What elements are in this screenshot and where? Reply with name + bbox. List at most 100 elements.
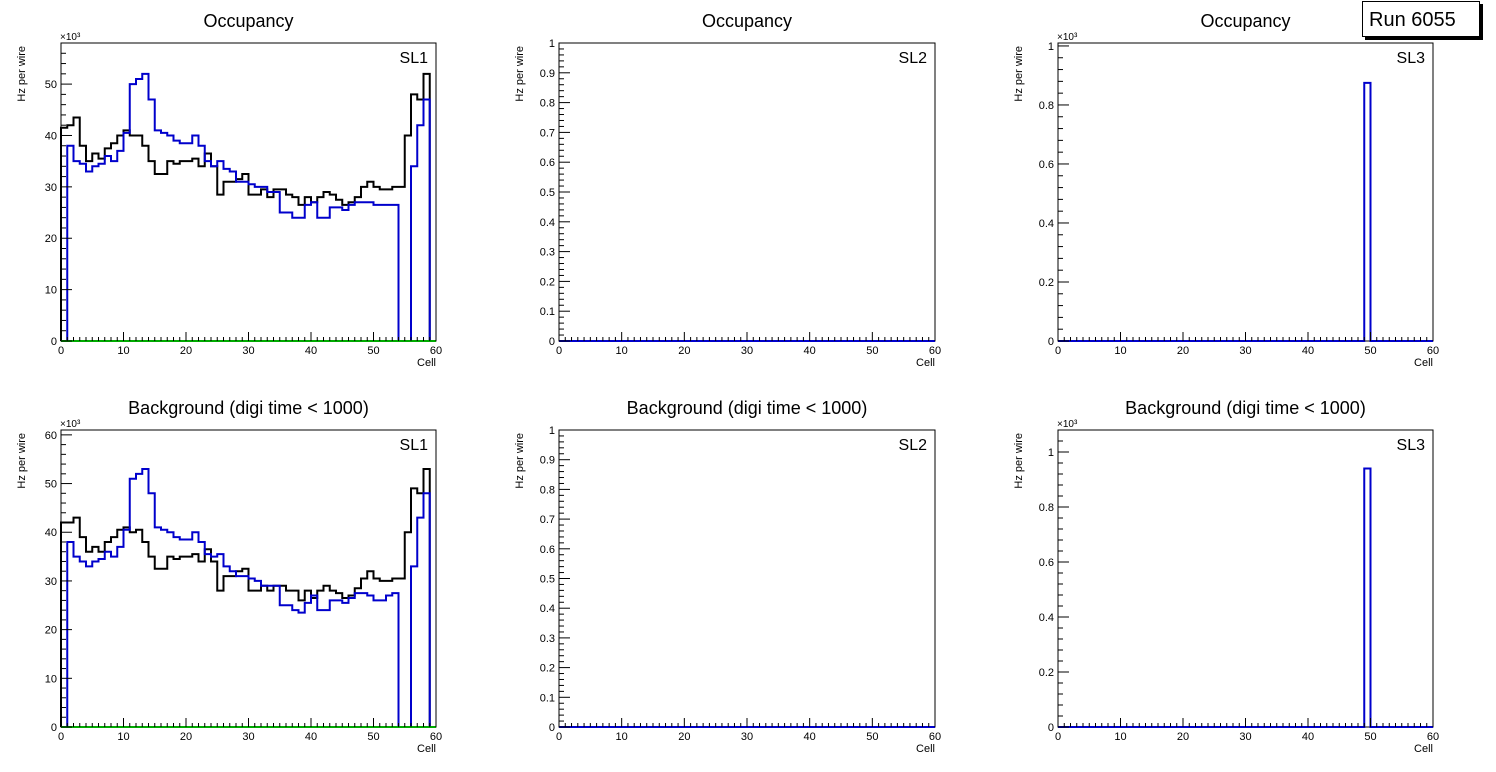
x-axis: 0 10 20 30 40 50 60 <box>556 332 941 357</box>
y-tick-label: 50 <box>45 479 57 491</box>
x-tick-label: 0 <box>1055 345 1061 357</box>
y-tick-label: 40 <box>45 130 57 142</box>
x-tick-label: 10 <box>616 345 628 357</box>
y-tick-label: 60 <box>45 430 57 442</box>
y-axis-label: Hz per wire <box>1013 46 1025 102</box>
panel-title: Occupancy <box>203 11 293 31</box>
series-black-line <box>60 72 436 342</box>
x-tick-label: 30 <box>1239 731 1251 743</box>
y-tick-label: 0.7 <box>540 127 555 139</box>
superlayer-label: SL1 <box>400 437 429 454</box>
x-axis: 0 10 20 30 40 50 60 <box>58 718 442 743</box>
y-tick-label: 0.4 <box>1039 612 1054 624</box>
axis-exponent: ×10³ <box>1057 32 1078 43</box>
x-tick-label: 10 <box>1114 731 1126 743</box>
x-tick-label: 10 <box>616 731 628 743</box>
superlayer-label: SL3 <box>1397 437 1426 454</box>
x-tick-label: 10 <box>117 345 129 357</box>
x-tick-label: 60 <box>1427 345 1439 357</box>
x-tick-label: 0 <box>556 731 562 743</box>
y-tick-label: 20 <box>45 625 57 637</box>
y-tick-label: 0.2 <box>540 663 555 675</box>
y-tick-label: 0.5 <box>540 187 555 199</box>
y-tick-label: 40 <box>45 527 57 539</box>
y-tick-label: 1 <box>549 425 555 437</box>
x-tick-label: 30 <box>242 345 254 357</box>
y-axis: 0 0.1 0.2 0.3 0.4 0.5 0.6 0.7 0.8 0.9 1 <box>540 38 570 348</box>
axis-exponent: ×10³ <box>60 32 81 43</box>
x-tick-label: 20 <box>180 345 192 357</box>
x-tick-label: 20 <box>1177 731 1189 743</box>
x-tick-label: 50 <box>1364 731 1376 743</box>
x-tick-label: 40 <box>1302 731 1314 743</box>
x-tick-label: 60 <box>929 345 941 357</box>
x-tick-label: 50 <box>866 345 878 357</box>
plot-frame <box>558 42 936 342</box>
y-tick-label: 0 <box>51 722 57 734</box>
x-tick-label: 50 <box>367 731 379 743</box>
superlayer-label: SL2 <box>899 50 928 67</box>
x-axis-label: Cell <box>916 743 935 755</box>
y-axis: 0 10 20 30 40 50 <box>45 42 72 348</box>
x-axis: 0 10 20 30 40 50 60 <box>556 718 941 743</box>
x-tick-label: 50 <box>367 345 379 357</box>
x-tick-label: 20 <box>180 731 192 743</box>
histogram-panel-6: Background (digi time < 1000)0 10 20 30 40 50… <box>1013 398 1439 755</box>
y-tick-label: 50 <box>45 79 57 91</box>
plot-frame <box>1057 42 1434 342</box>
y-tick-label: 0.3 <box>540 247 555 259</box>
x-tick-label: 0 <box>556 345 562 357</box>
y-tick-label: 0.1 <box>540 306 555 318</box>
y-tick-label: 1 <box>1048 447 1054 459</box>
x-tick-label: 30 <box>741 345 753 357</box>
panel-title: Background (digi time < 1000) <box>128 398 369 418</box>
y-tick-label: 1 <box>1048 41 1054 53</box>
y-tick-label: 0.2 <box>1039 667 1054 679</box>
x-tick-label: 10 <box>117 731 129 743</box>
y-axis: 0 0.2 0.4 0.6 0.8 1 <box>1039 429 1069 734</box>
y-tick-label: 0.8 <box>540 98 555 110</box>
x-tick-label: 40 <box>804 731 816 743</box>
y-tick-label: 1 <box>549 38 555 50</box>
superlayer-label: SL2 <box>899 437 928 454</box>
y-tick-label: 30 <box>45 576 57 588</box>
y-axis-label: Hz per wire <box>16 46 28 102</box>
x-axis: 0 10 20 30 40 50 60 <box>58 332 442 357</box>
x-tick-label: 30 <box>1239 345 1251 357</box>
x-axis-label: Cell <box>417 357 436 369</box>
x-tick-label: 10 <box>1114 345 1126 357</box>
panel-title: Occupancy <box>1200 11 1290 31</box>
y-tick-label: 0.6 <box>1039 557 1054 569</box>
run-number-label: Run 6055 <box>1362 1 1480 37</box>
x-tick-label: 60 <box>1427 731 1439 743</box>
x-tick-label: 40 <box>1302 345 1314 357</box>
panel-title: Occupancy <box>702 11 792 31</box>
y-tick-label: 0 <box>51 336 57 348</box>
x-tick-label: 60 <box>430 345 442 357</box>
x-tick-label: 20 <box>678 345 690 357</box>
series-blue-line <box>1058 81 1433 342</box>
y-tick-label: 0 <box>1048 722 1054 734</box>
y-tick-label: 10 <box>45 673 57 685</box>
y-tick-label: 0.2 <box>1039 277 1054 289</box>
y-tick-label: 0.6 <box>540 544 555 556</box>
y-tick-label: 0 <box>1048 336 1054 348</box>
x-tick-label: 20 <box>678 731 690 743</box>
y-axis: 0 0.2 0.4 0.6 0.8 1 <box>1039 41 1069 348</box>
plot-frame <box>558 429 936 728</box>
plot-frame <box>1057 429 1434 728</box>
y-tick-label: 0.6 <box>540 157 555 169</box>
x-tick-label: 40 <box>305 731 317 743</box>
y-tick-label: 0.4 <box>540 217 555 229</box>
superlayer-label: SL1 <box>400 50 429 67</box>
y-tick-label: 0.1 <box>540 692 555 704</box>
y-axis: 0 0.1 0.2 0.3 0.4 0.5 0.6 0.7 0.8 0.9 1 <box>540 425 570 734</box>
y-tick-label: 0.3 <box>540 633 555 645</box>
y-tick-label: 0.4 <box>1039 218 1054 230</box>
x-tick-label: 50 <box>866 731 878 743</box>
histogram-panel-5: Background (digi time < 1000)0 10 20 30 40 50… <box>514 398 941 755</box>
x-tick-label: 40 <box>804 345 816 357</box>
y-tick-label: 20 <box>45 233 57 245</box>
